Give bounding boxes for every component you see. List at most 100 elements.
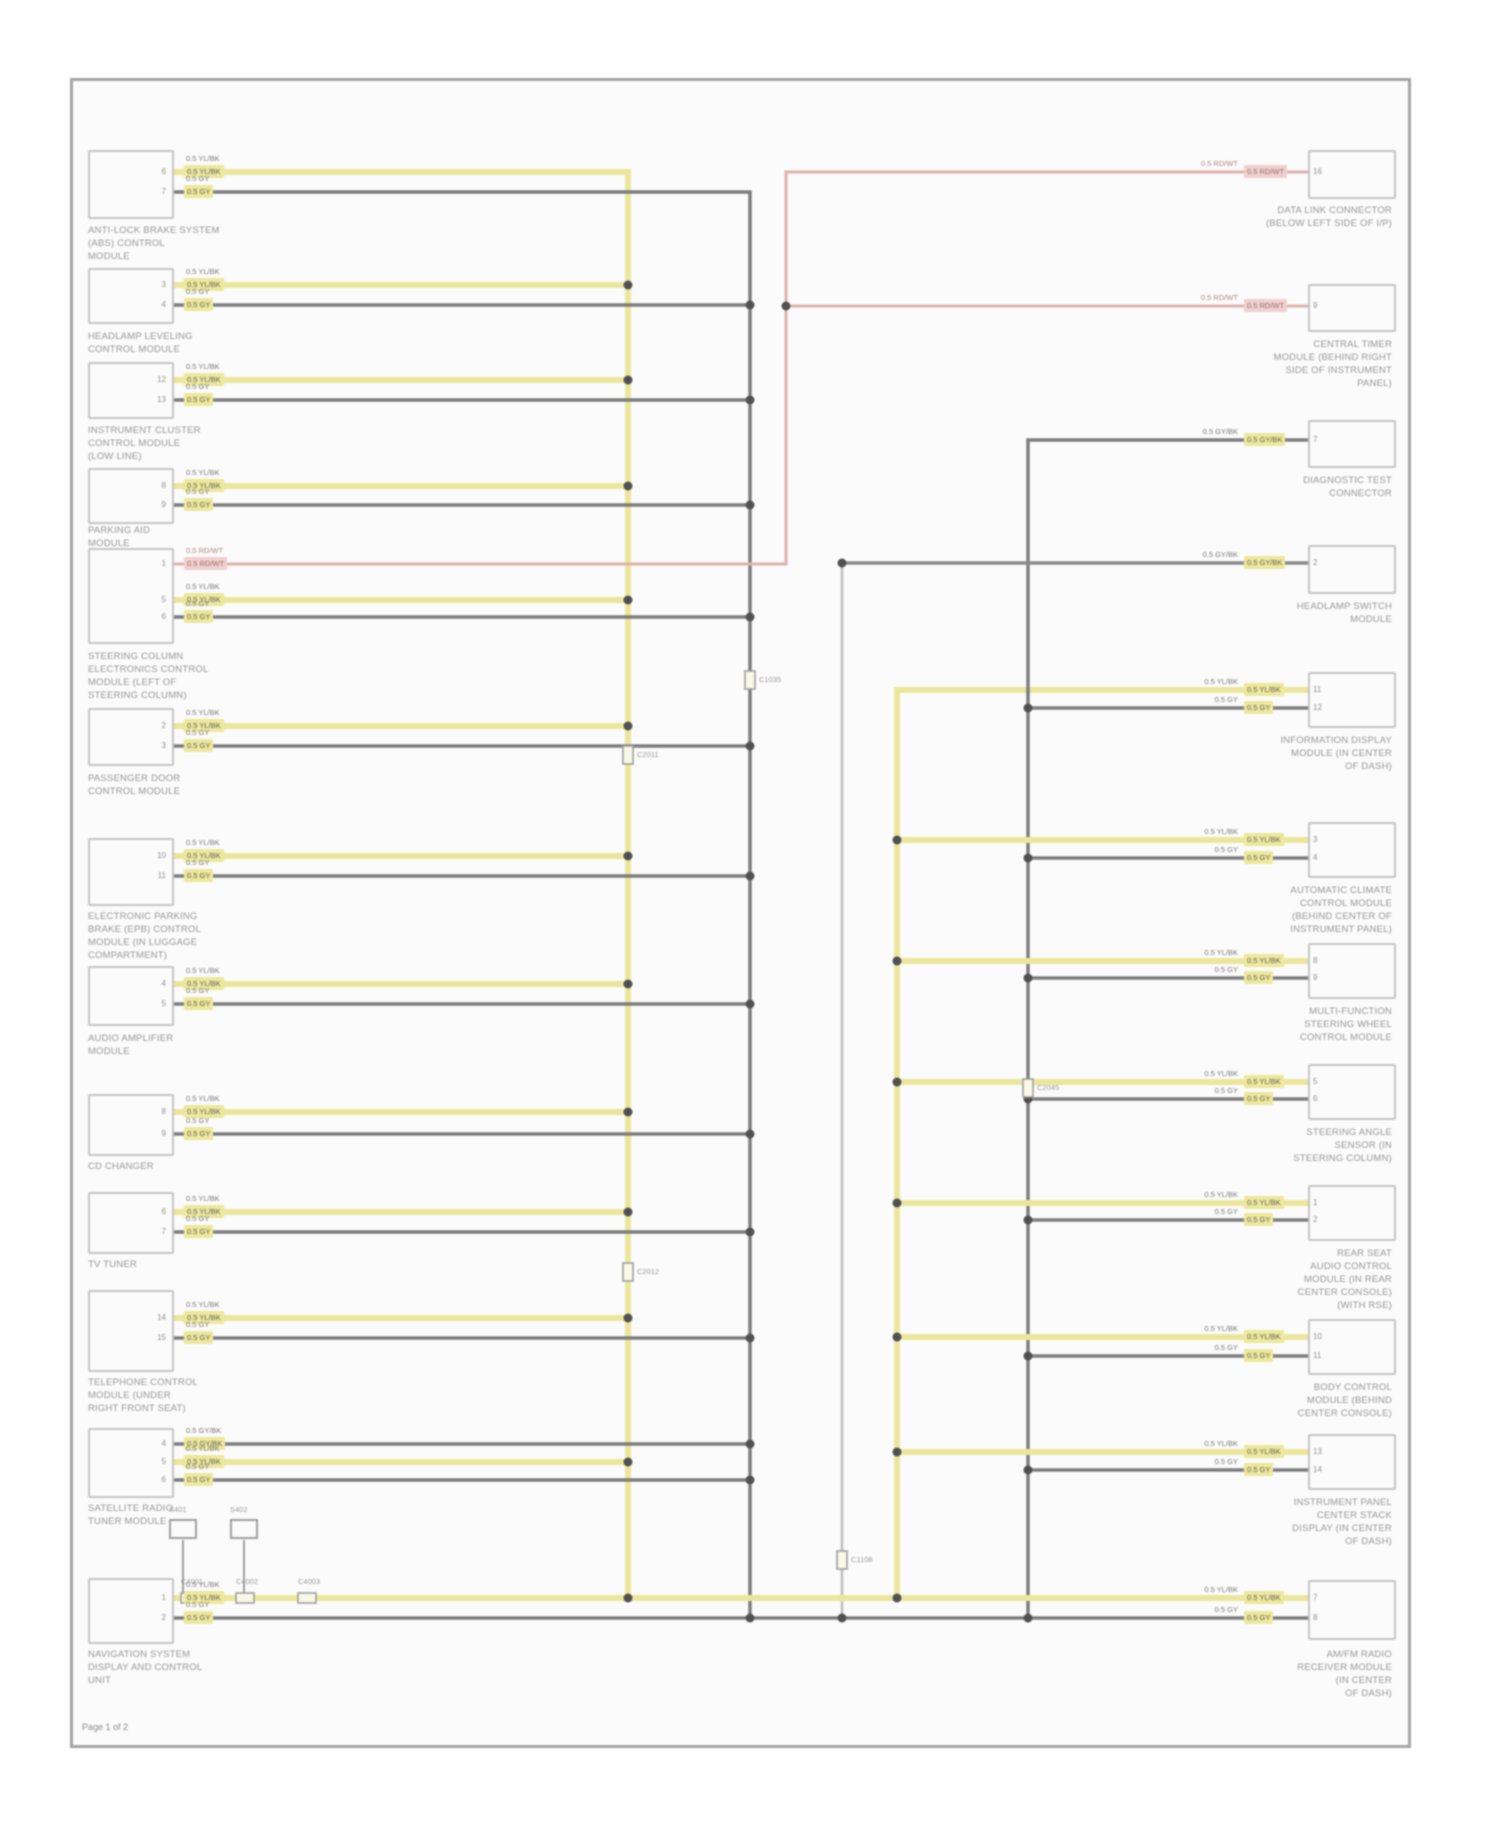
junction-dot: [892, 1447, 902, 1457]
module-box-L7: [88, 838, 174, 906]
wire-code-text: 0.5 GY: [186, 1320, 210, 1329]
module-label-L4: PARKING AID MODULE: [88, 524, 238, 550]
wire-code-chip: 0.5 GY: [1244, 1463, 1274, 1476]
junction-dot: [1023, 1613, 1033, 1623]
wire-code-chip: 0.5 RD/WT: [1244, 299, 1288, 312]
pin-number: 4: [1313, 853, 1318, 862]
junction-dot: [623, 1457, 633, 1467]
pin-number: 2: [1313, 558, 1318, 567]
wire-code-text: 0.5 GY: [1214, 965, 1238, 974]
pin-number: 6: [161, 1207, 166, 1216]
module-label-line: MODULE (IN LUGGAGE: [88, 937, 198, 948]
wire-code-chip: 0.5 GY: [184, 298, 214, 311]
module-box-L13: [88, 1578, 174, 1644]
module-wires: [168, 282, 1310, 1482]
module-label-line: PARKING AID: [88, 525, 151, 536]
module-label-line: MODULE (LEFT OF: [88, 677, 177, 688]
junction-dot: [623, 1107, 633, 1117]
module-label-line: SATELLITE RADIO: [88, 1503, 174, 1514]
module-box-R11: [1308, 1434, 1396, 1490]
module-label-line: DISPLAY (IN CENTER: [1292, 1523, 1392, 1534]
module-box-L3: [88, 362, 174, 419]
module-label-line: MODULE (IN CENTER: [1290, 748, 1392, 759]
pin-number: 7: [1313, 435, 1318, 444]
junction-dot: [623, 851, 633, 861]
wire-code-text: 0.5 YL/BK: [186, 154, 220, 163]
module-label-L12: SATELLITE RADIO TUNER MODULE: [88, 1502, 238, 1528]
wire-code-text: 0.5 GY: [1214, 1605, 1238, 1614]
module-label-line: CENTER STACK: [1316, 1510, 1392, 1521]
module-label-R7: MULTI-FUNCTION STEERING WHEEL CONTROL MODU…: [1202, 1005, 1392, 1044]
splice-connector-icon: [230, 1519, 258, 1539]
wire-code-chip: 0.5 YL/BK: [184, 1591, 224, 1604]
module-box-L1: [88, 150, 174, 219]
wire-code-chip: 0.5 YL/BK: [1244, 1196, 1284, 1209]
module-label-R8: STEERING ANGLE SENSOR (IN STEERING COLUMN): [1202, 1126, 1392, 1165]
inline-connector-label: C4001: [181, 1577, 204, 1586]
module-label-line: (LOW LINE): [88, 451, 142, 462]
junction-dot: [745, 741, 755, 751]
module-label-R11: INSTRUMENT PANEL CENTER STACK DISPLAY (IN …: [1202, 1496, 1392, 1548]
wire-code-text: 0.5 GY: [186, 1600, 210, 1609]
junction-dot: [892, 1332, 902, 1342]
wire-code-text: 0.5 YL/BK: [1204, 1069, 1238, 1078]
module-label-line: (BELOW LEFT SIDE OF I/P): [1265, 218, 1392, 229]
wire-code-chip: 0.5 YL/BK: [1244, 1445, 1284, 1458]
junction-dot: [623, 595, 633, 605]
pin-number: 1: [161, 1593, 166, 1602]
inline-connector-label: C4002: [236, 1577, 259, 1586]
inline-connector-label: C2012: [637, 1267, 660, 1276]
pin-number: 1: [1313, 1198, 1318, 1207]
inline-connector-icon: [836, 1550, 848, 1570]
module-label-line: CONNECTOR: [1329, 488, 1392, 499]
wire-code-chip: 0.5 GY: [184, 610, 214, 623]
pin-number: 2: [161, 721, 166, 730]
inline-connector-label: C1108: [851, 1555, 873, 1564]
wire-code-text: 0.5 YL/BK: [186, 267, 220, 276]
module-label-R3: DIAGNOSTIC TEST CONNECTOR: [1202, 474, 1392, 500]
pin-number: 11: [1313, 1351, 1322, 1360]
junction-dot: [1023, 703, 1033, 713]
junction-dot: [837, 1613, 847, 1623]
wire-code-chip: 0.5 YL/BK: [1244, 683, 1284, 696]
module-label-line: MODULE (UNDER: [88, 1390, 171, 1401]
junction-dot: [745, 1129, 755, 1139]
module-label-L9: CD CHANGER: [88, 1160, 238, 1173]
module-box-R2: [1308, 284, 1396, 332]
wire-code-text: 0.5 GY: [1214, 1343, 1238, 1352]
pin-number: 3: [161, 741, 166, 750]
wire-code-chip: 0.5 YL/BK: [184, 1105, 224, 1118]
module-label-L1: ANTI-LOCK BRAKE SYSTEM (ABS) CONTROL MODUL…: [88, 224, 238, 263]
junction-dot: [623, 1593, 633, 1603]
module-box-R3: [1308, 420, 1396, 468]
splice-label: S402: [230, 1505, 248, 1514]
module-box-R5: [1308, 672, 1396, 728]
junction-dot: [781, 301, 791, 311]
pin-number: 5: [161, 595, 166, 604]
pin-number: 6: [161, 167, 166, 176]
wire-code-text: 0.5 GY: [186, 487, 210, 496]
module-label-line: ELECTRONIC PARKING: [88, 911, 198, 922]
pin-number: 2: [161, 1613, 166, 1622]
wire-code-text: 0.5 YL/BK: [186, 1444, 220, 1453]
module-label-line: MODULE: [88, 538, 130, 549]
wire-code-text: 0.5 GY: [1214, 845, 1238, 854]
wire-code-text: 0.5 YL/BK: [1204, 1585, 1238, 1594]
module-label-line: STEERING COLUMN: [88, 651, 184, 662]
pin-number: 15: [157, 1333, 166, 1342]
page-footer: Page 1 of 2: [82, 1722, 129, 1732]
pin-number: 9: [1313, 973, 1318, 982]
pin-number: 10: [1313, 1332, 1322, 1341]
module-label-L6: PASSENGER DOOR CONTROL MODULE: [88, 772, 238, 798]
module-label-line: OF DASH): [1345, 761, 1392, 772]
module-label-line: RECEIVER MODULE: [1297, 1662, 1392, 1673]
wire-code-text: 0.5 GY/BK: [1202, 427, 1238, 436]
module-box-L9: [88, 1094, 174, 1156]
module-label-line: CENTRAL TIMER: [1313, 339, 1392, 350]
pin-number: 7: [161, 187, 166, 196]
module-label-line: DATA LINK CONNECTOR: [1277, 205, 1392, 216]
junction-dot: [745, 612, 755, 622]
wire-code-chip: 0.5 GY: [184, 185, 214, 198]
wire-code-chip: 0.5 GY: [184, 739, 214, 752]
wire-code-chip: 0.5 GY: [184, 1331, 214, 1344]
